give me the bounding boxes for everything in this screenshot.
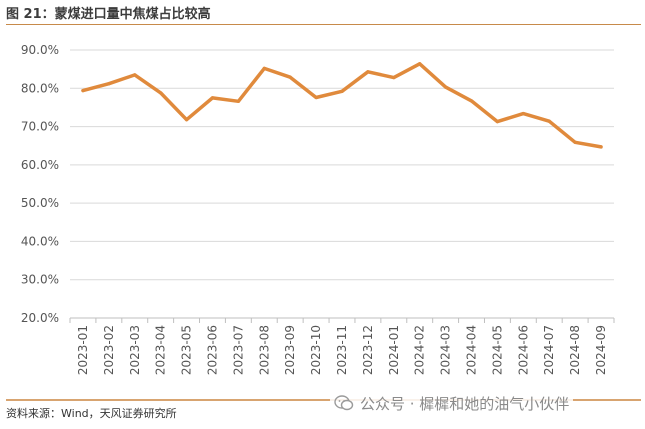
x-tick-label: 2023-04: [154, 325, 168, 375]
data-point: [107, 82, 111, 86]
x-tick-label: 2024-01: [387, 325, 401, 375]
data-point: [521, 111, 525, 116]
x-tick-label: 2024-02: [413, 325, 427, 375]
data-point: [599, 145, 603, 149]
x-tick-label: 2023-03: [128, 325, 142, 375]
watermark-text: 公众号 · 樨樨和她的油气小伙伴: [360, 394, 570, 413]
title-divider: [6, 24, 641, 25]
data-point: [159, 91, 163, 95]
y-tick-label: 30.0%: [21, 273, 59, 287]
x-tick-label: 2024-09: [594, 325, 608, 375]
x-tick-label: 2024-04: [465, 325, 479, 375]
x-tick-labels: 2023-01 2023-02 2023-03 2023-04 2023-05 2023-…: [76, 325, 608, 375]
source-note: 资料来源：Wind，天风证券研究所: [6, 407, 177, 420]
x-tick-label: 2023-01: [76, 325, 90, 375]
data-point: [573, 140, 577, 144]
x-tick-label: 2023-06: [205, 325, 219, 375]
x-tick-label: 2023-05: [180, 325, 194, 375]
data-point: [236, 99, 240, 103]
x-tick-label: 2023-10: [309, 325, 323, 375]
watermark: 公众号 · 樨樨和她的油气小伙伴: [330, 391, 574, 415]
x-tick-label: 2024-03: [439, 325, 453, 375]
footer-divider: [6, 399, 641, 401]
x-tick-label: 2023-08: [257, 325, 271, 375]
x-tick-label: 2024-06: [516, 325, 530, 375]
data-point: [133, 73, 137, 77]
series-line: [81, 62, 603, 149]
data-point: [314, 95, 318, 100]
y-tick-label: 80.0%: [21, 81, 59, 95]
y-tick-label: 20.0%: [21, 311, 59, 325]
y-axis: 20.0% 30.0% 40.0% 50.0% 60.0% 70.0% 80.0% 90.0%: [21, 43, 59, 325]
figure-title: 图 21：蒙煤进口量中焦煤占比较高: [6, 7, 211, 22]
x-tick-label: 2023-02: [102, 325, 116, 375]
y-tick-label: 70.0%: [21, 120, 59, 134]
x-tick-label: 2024-08: [568, 325, 582, 375]
x-tick-label: 2023-11: [335, 325, 349, 375]
data-point: [469, 99, 474, 103]
x-tick-label: 2024-07: [542, 325, 556, 375]
x-tick-label: 2024-05: [490, 325, 504, 375]
data-point: [366, 70, 370, 74]
data-point: [184, 118, 189, 122]
y-tick-label: 40.0%: [21, 234, 59, 248]
data-point: [418, 62, 422, 66]
y-tick-label: 50.0%: [21, 196, 59, 210]
y-tick-label: 90.0%: [21, 43, 59, 57]
x-tick-label: 2023-07: [231, 325, 245, 375]
data-point: [392, 75, 396, 80]
x-tick-label: 2023-12: [361, 325, 375, 375]
series-lines: [81, 62, 603, 149]
data-point: [210, 96, 215, 100]
gridlines: [70, 49, 614, 281]
x-axis: [69, 317, 615, 323]
x-tick-label: 2023-09: [283, 325, 297, 375]
data-point: [495, 119, 500, 124]
data-point: [547, 119, 551, 123]
y-tick-label: 60.0%: [21, 158, 59, 172]
wechat-icon: [334, 395, 354, 411]
data-point: [81, 88, 85, 93]
data-point: [444, 85, 448, 89]
data-point: [340, 89, 344, 93]
data-point: [262, 66, 266, 70]
data-point: [288, 75, 292, 79]
